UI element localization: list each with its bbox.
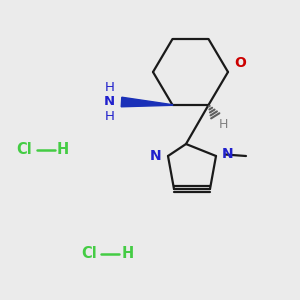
- Text: H: H: [218, 118, 228, 131]
- Text: N: N: [221, 148, 233, 161]
- Text: Cl: Cl: [16, 142, 32, 158]
- Text: H: H: [122, 246, 134, 261]
- Text: O: O: [235, 56, 247, 70]
- Polygon shape: [121, 97, 172, 107]
- Text: H: H: [105, 81, 114, 94]
- Text: H: H: [105, 110, 114, 123]
- Text: Cl: Cl: [81, 246, 97, 261]
- Text: N: N: [150, 149, 161, 163]
- Text: N: N: [104, 95, 115, 108]
- Text: H: H: [57, 142, 69, 158]
